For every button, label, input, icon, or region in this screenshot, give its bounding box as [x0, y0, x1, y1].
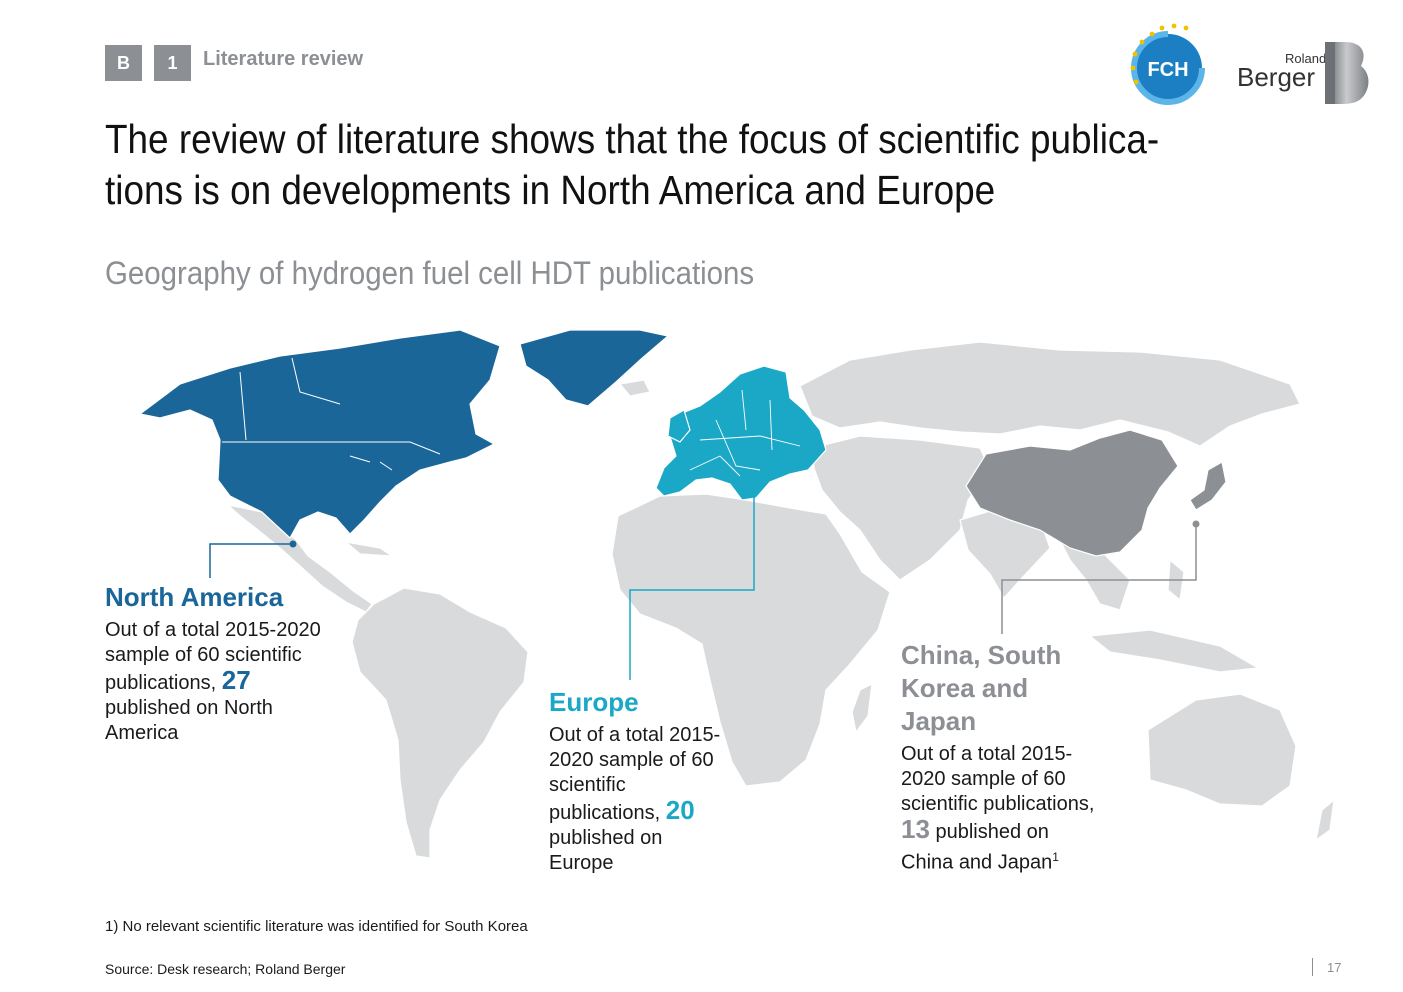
fch-logo: FCH — [1122, 18, 1214, 110]
rb-logo-line2: Berger — [1237, 62, 1316, 92]
asia-count: 13 — [901, 814, 930, 844]
page-number: 17 — [1327, 960, 1342, 975]
asia-body-pre: Out of a total 2015-2020 sample of 60 sc… — [901, 743, 1095, 815]
north-america-title: North America — [105, 582, 284, 612]
footnote: 1) No relevant scientific literature was… — [105, 918, 528, 935]
asia-callout: China, South Korea and Japan Out of a to… — [901, 639, 1106, 876]
title-line-2: tions is on developments in North Americ… — [105, 167, 996, 213]
map-subtitle: Geography of hydrogen fuel cell HDT publ… — [105, 255, 755, 291]
europe-body-post: published on Europe — [549, 827, 663, 874]
europe-title: Europe — [549, 687, 639, 717]
north-america-body-post: published on North America — [105, 697, 273, 744]
australia-land — [1147, 693, 1297, 807]
title-line-1: The review of literature shows that the … — [105, 116, 1160, 162]
caribbean-land — [343, 541, 395, 557]
south-america-land — [351, 587, 529, 859]
greenland-region — [519, 329, 670, 407]
fch-logo-text: FCH — [1147, 59, 1188, 81]
roland-berger-logo: Roland Berger — [1235, 40, 1375, 108]
russia-land — [799, 341, 1301, 447]
section-tag-number: 1 — [154, 45, 191, 81]
section-tag-letter: B — [105, 45, 142, 81]
page-title: The review of literature shows that the … — [105, 114, 1167, 216]
asia-body-post: published on China and Japan — [901, 821, 1053, 874]
north-america-count: 27 — [221, 665, 251, 695]
north-america-region — [138, 329, 501, 539]
japan-region — [1189, 461, 1227, 511]
china-region — [965, 429, 1179, 557]
page-divider — [1312, 958, 1313, 976]
europe-count: 20 — [665, 795, 695, 825]
rb-logo-line1: Roland — [1285, 51, 1327, 66]
source-note: Source: Desk research; Roland Berger — [105, 961, 346, 977]
iceland-land — [618, 379, 651, 397]
asia-title: China, South Korea and Japan — [901, 640, 1062, 736]
north-america-body-pre: Out of a total 2015-2020 sample of 60 sc… — [105, 619, 321, 694]
europe-body-pre: Out of a total 2015-2020 sample of 60 sc… — [549, 724, 721, 824]
madagascar-land — [851, 682, 873, 734]
asia-footnote-mark: 1 — [1052, 850, 1059, 864]
uk-region — [667, 409, 691, 443]
europe-callout: Europe Out of a total 2015-2020 sample o… — [549, 686, 724, 876]
asia-connector — [1001, 524, 1197, 634]
indonesia-land — [1088, 629, 1260, 673]
africa-land — [611, 493, 891, 787]
europe-connector — [629, 488, 755, 680]
section-label: Literature review — [203, 48, 364, 70]
new-zealand-land — [1315, 798, 1335, 842]
middle-east-land — [811, 435, 991, 581]
north-america-connector — [209, 543, 293, 578]
north-america-callout: North America Out of a total 2015-2020 s… — [105, 581, 335, 746]
